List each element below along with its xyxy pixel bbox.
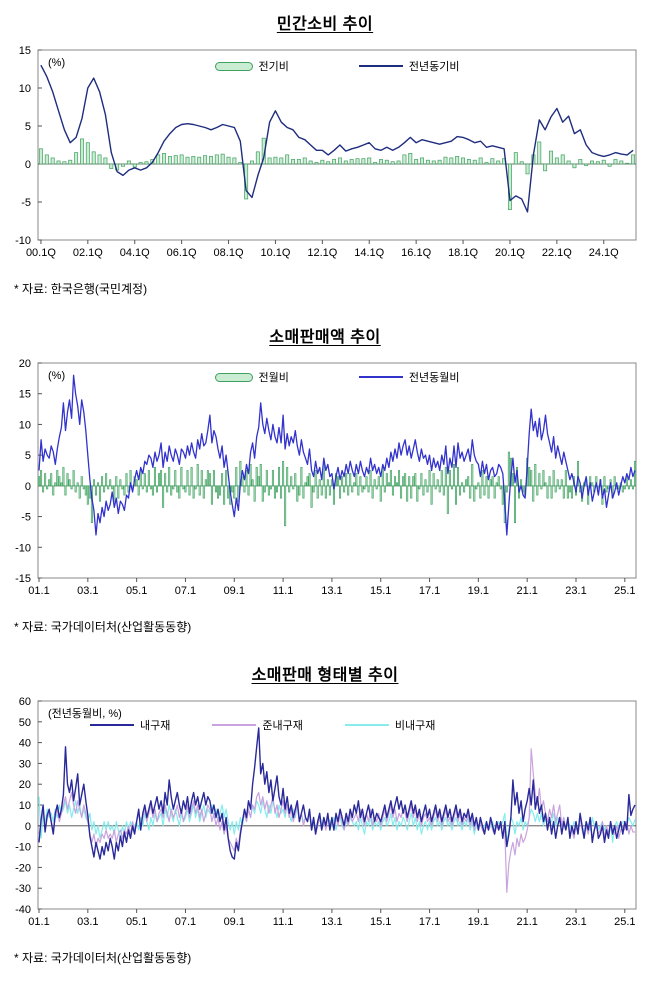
- svg-text:03.1: 03.1: [77, 585, 98, 597]
- svg-text:19.1: 19.1: [468, 916, 489, 928]
- chart-block-retail-sales: 소매판매액 추이 20 15 10 5 0 -5 -10 -15 01.1 03.1 05.1 07.…: [0, 323, 650, 635]
- retail-sales-chart: 20 15 10 5 0 -5 -10 -15 01.1 03.1 05.1 07.1 09.1 11.1…: [0, 357, 650, 600]
- svg-text:40: 40: [19, 738, 31, 750]
- svg-text:50: 50: [19, 717, 31, 729]
- svg-text:03.1: 03.1: [77, 916, 98, 928]
- svg-text:20: 20: [19, 779, 31, 791]
- private-consumption-chart: 15 10 5 0 -5 -10 00.1Q 02.1Q 04.1Q 06.1Q 08.1Q 10.1…: [0, 44, 650, 262]
- svg-text:13.1: 13.1: [321, 585, 342, 597]
- svg-text:(전년동월비, %): (전년동월비, %): [48, 707, 122, 720]
- svg-text:04.1Q: 04.1Q: [120, 247, 150, 259]
- svg-text:12.1Q: 12.1Q: [307, 247, 337, 259]
- svg-text:-10: -10: [15, 542, 31, 554]
- retail-by-type-chart: 60 50 40 30 20 10 0 -10 -20 -30 -40 01.1 03.1 05.1 07.…: [0, 695, 650, 931]
- svg-text:10.1Q: 10.1Q: [260, 247, 290, 259]
- chart-title-private-consumption: 민간소비 추이: [276, 16, 374, 33]
- svg-text:15: 15: [19, 45, 31, 57]
- svg-text:25.1: 25.1: [614, 585, 635, 597]
- source-note-private-consumption: * 자료: 한국은행(국민계정): [14, 282, 148, 296]
- svg-text:10: 10: [19, 83, 31, 95]
- svg-text:24.1Q: 24.1Q: [589, 247, 619, 259]
- chart-block-retail-by-type: 소매판매 형태별 추이 60 50 40 30 20 10 0 -10 -20 -30 -40 01.…: [0, 661, 650, 966]
- svg-text:01.1: 01.1: [28, 585, 49, 597]
- svg-text:08.1Q: 08.1Q: [214, 247, 244, 259]
- svg-text:14.1Q: 14.1Q: [354, 247, 384, 259]
- svg-text:25.1: 25.1: [614, 916, 635, 928]
- svg-text:-5: -5: [21, 197, 31, 209]
- svg-text:30: 30: [19, 758, 31, 770]
- svg-text:16.1Q: 16.1Q: [401, 247, 431, 259]
- svg-text:09.1: 09.1: [224, 916, 245, 928]
- svg-text:02.1Q: 02.1Q: [73, 247, 103, 259]
- svg-text:10: 10: [19, 419, 31, 431]
- source-note-retail-by-type: * 자료: 국가데이터처(산업활동동향): [14, 951, 192, 965]
- svg-text:-30: -30: [15, 883, 31, 895]
- svg-text:07.1: 07.1: [175, 916, 196, 928]
- svg-text:23.1: 23.1: [565, 916, 586, 928]
- chart-block-private-consumption: 민간소비 추이 15 10 5 0 -5 -10 00.1Q 02.1Q 04.1Q 06.1Q 0…: [0, 10, 650, 297]
- svg-text:15.1: 15.1: [370, 916, 391, 928]
- chart-title-retail-sales: 소매판매액 추이: [269, 329, 381, 346]
- svg-text:60: 60: [19, 696, 31, 708]
- svg-text:13.1: 13.1: [321, 916, 342, 928]
- svg-text:0: 0: [25, 821, 31, 833]
- svg-text:15.1: 15.1: [370, 585, 391, 597]
- svg-text:20: 20: [19, 358, 31, 370]
- svg-text:5: 5: [25, 450, 31, 462]
- svg-text:-20: -20: [15, 862, 31, 874]
- svg-text:23.1: 23.1: [565, 585, 586, 597]
- svg-text:15: 15: [19, 389, 31, 401]
- svg-text:17.1: 17.1: [419, 916, 440, 928]
- svg-text:11.1: 11.1: [273, 585, 294, 597]
- svg-text:07.1: 07.1: [175, 585, 196, 597]
- svg-text:-10: -10: [15, 235, 31, 247]
- svg-text:00.1Q: 00.1Q: [26, 247, 56, 259]
- svg-text:05.1: 05.1: [126, 916, 147, 928]
- svg-text:5: 5: [25, 121, 31, 133]
- svg-text:19.1: 19.1: [468, 585, 489, 597]
- svg-text:-40: -40: [15, 904, 31, 916]
- svg-text:09.1: 09.1: [224, 585, 245, 597]
- svg-text:18.1Q: 18.1Q: [448, 247, 478, 259]
- svg-text:17.1: 17.1: [419, 585, 440, 597]
- svg-text:01.1: 01.1: [28, 916, 49, 928]
- svg-text:-5: -5: [21, 512, 31, 524]
- report-page: 민간소비 추이 15 10 5 0 -5 -10 00.1Q 02.1Q 04.1Q 06.1Q 0…: [0, 10, 650, 966]
- svg-text:21.1: 21.1: [516, 585, 537, 597]
- svg-text:22.1Q: 22.1Q: [542, 247, 572, 259]
- svg-text:05.1: 05.1: [126, 585, 147, 597]
- chart-title-retail-by-type: 소매판매 형태별 추이: [251, 667, 399, 684]
- svg-text:-10: -10: [15, 842, 31, 854]
- svg-text:11.1: 11.1: [273, 916, 294, 928]
- source-note-retail-sales: * 자료: 국가데이터처(산업활동동향): [14, 620, 192, 634]
- svg-text:21.1: 21.1: [516, 916, 537, 928]
- svg-text:20.1Q: 20.1Q: [495, 247, 525, 259]
- svg-text:(%): (%): [48, 57, 65, 69]
- svg-text:06.1Q: 06.1Q: [167, 247, 197, 259]
- svg-text:(%): (%): [48, 370, 65, 382]
- svg-text:-15: -15: [15, 573, 31, 585]
- svg-text:0: 0: [25, 159, 31, 171]
- svg-text:0: 0: [25, 481, 31, 493]
- svg-text:10: 10: [19, 800, 31, 812]
